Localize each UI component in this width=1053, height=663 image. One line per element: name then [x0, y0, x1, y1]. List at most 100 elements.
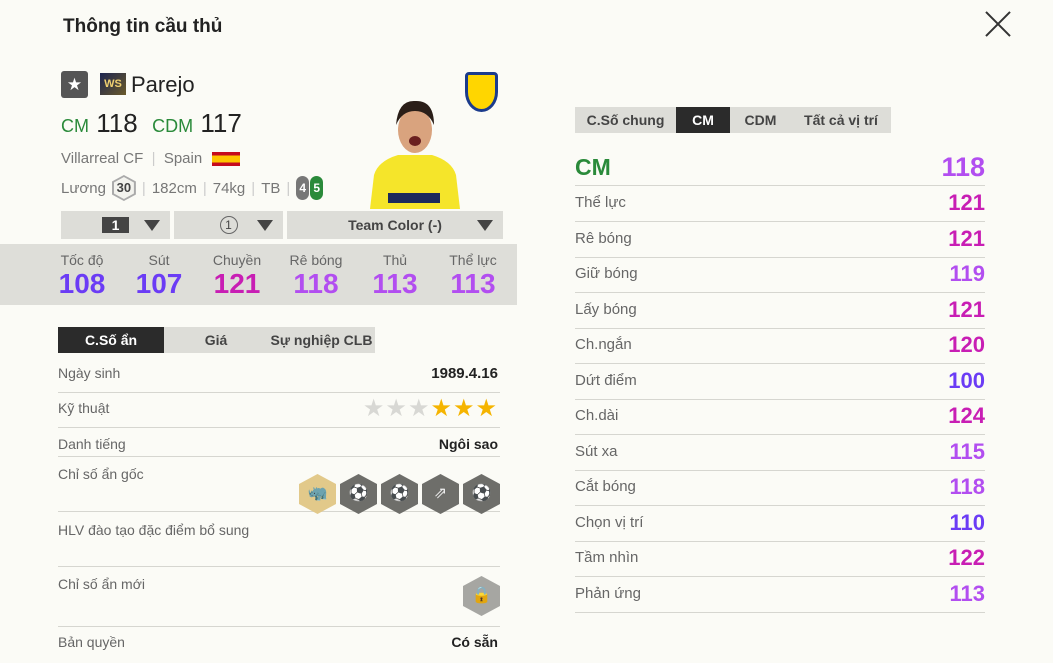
star-icon: ★	[452, 395, 476, 422]
power-header-trait-icon[interactable]: ⚽	[463, 474, 500, 514]
stat-label: Rê bóng	[289, 252, 343, 268]
attribute-value: 122	[948, 545, 985, 570]
chevron-down-icon	[257, 220, 273, 231]
attribute-label: Cắt bóng	[575, 478, 636, 495]
tab-cm[interactable]: CM	[676, 107, 730, 133]
attribute-value: 121	[948, 225, 985, 251]
long-shot-trait-icon[interactable]: ⚽	[381, 474, 418, 514]
rank-dropdown[interactable]: 1	[174, 211, 283, 239]
chevron-down-icon	[477, 220, 493, 231]
position-1-ovr: 118	[96, 108, 138, 138]
lock-icon[interactable]: 🔒	[463, 576, 500, 616]
page-title: Thông tin cầu thủ	[63, 16, 223, 37]
attribute-label: Dứt điểm	[575, 371, 637, 389]
attribute-row: Ch.dài 124	[575, 399, 985, 435]
club-name: Villarreal CF	[61, 150, 144, 167]
stat-label: Tốc độ	[60, 252, 104, 268]
salary-badge: 30	[111, 175, 136, 201]
club-nation: Villarreal CF | Spain	[61, 150, 241, 167]
tab-general[interactable]: C.Số chung	[575, 107, 676, 133]
attribute-value: 124	[948, 403, 985, 428]
star-icon: ★	[407, 395, 431, 422]
attribute-value: 118	[949, 474, 986, 499]
stat-value: 107	[135, 268, 183, 299]
tab-all-positions[interactable]: Tất cả vị trí	[791, 107, 891, 133]
nation-name: Spain	[163, 150, 203, 167]
reputation-row: Danh tiếng Ngôi sao	[58, 436, 500, 457]
stat-1: Sút 107	[119, 252, 199, 300]
strong-foot-icon: 5	[310, 176, 324, 200]
attribute-label: Giữ bóng	[575, 265, 638, 282]
position-ratings: CM 118 CDM 117	[61, 108, 242, 139]
weight: 74kg	[212, 179, 246, 197]
height: 182cm	[151, 179, 197, 197]
stat-4: Thủ 113	[355, 252, 435, 300]
attribute-label: Lấy bóng	[575, 300, 637, 318]
attribute-row: Phản ứng 113	[575, 577, 985, 613]
player-name: Parejo	[131, 72, 195, 97]
stat-3: Rê bóng 118	[276, 252, 356, 300]
attribute-row: Cắt bóng 118	[575, 470, 985, 506]
attribute-row: Tầm nhìn 122	[575, 541, 985, 577]
favorite-star-button[interactable]: ★	[61, 71, 88, 98]
player-photo	[370, 100, 460, 209]
season-badge: WS	[100, 73, 126, 95]
rhino-trait-icon[interactable]: 🦏	[299, 474, 336, 514]
skill-stars: ★★★★★★	[363, 394, 498, 423]
close-icon[interactable]	[984, 10, 1012, 38]
playmaker-trait-icon[interactable]: ⇗	[422, 474, 459, 514]
salary-label: Lương	[61, 179, 106, 197]
attribute-value: 119	[949, 261, 986, 286]
attribute-label: Chọn vị trí	[575, 513, 644, 531]
position-2: CDM	[152, 116, 194, 136]
tab-club-career[interactable]: Sự nghiệp CLB	[268, 327, 375, 353]
stat-label: Thủ	[382, 252, 408, 268]
attribute-value: 110	[949, 509, 986, 535]
attribute-row: Thể lực 121	[575, 186, 985, 222]
attribute-row: Rê bóng 121	[575, 222, 985, 258]
attribute-label: Ch.ngắn	[575, 336, 632, 353]
body-type: TB	[261, 179, 281, 197]
attribute-value: 100	[948, 367, 985, 393]
stat-value: 121	[213, 268, 261, 299]
chevron-down-icon	[144, 220, 160, 231]
curl-shot-trait-icon[interactable]: ⚽	[340, 474, 377, 514]
attribute-label: Tầm nhìn	[575, 549, 639, 566]
left-tabs: C.Số ẩn Giá Sự nghiệp CLB	[58, 327, 375, 353]
attribute-label: Thể lực	[575, 194, 626, 211]
player-physical: Lương 30 | 182cm | 74kg | TB | 4 5	[61, 175, 324, 201]
right-tabs: C.Số chung CM CDM Tất cả vị trí	[575, 107, 891, 133]
position-1: CM	[61, 116, 89, 136]
attribute-value: 120	[948, 332, 985, 357]
club-crest-icon	[465, 72, 498, 112]
tab-cdm[interactable]: CDM	[730, 107, 791, 133]
attribute-row: Ch.ngắn 120	[575, 328, 985, 364]
stat-value: 118	[293, 268, 339, 299]
attribute-label: Ch.dài	[575, 407, 619, 424]
tab-hidden-stats[interactable]: C.Số ẩn	[58, 327, 164, 353]
spain-flag-icon	[212, 152, 241, 167]
star-icon: ★	[362, 395, 386, 422]
skill-row: Kỹ thuật ★★★★★★	[58, 395, 500, 428]
stat-2: Chuyền 121	[197, 252, 277, 300]
attribute-row: Sút xa 115	[575, 435, 985, 471]
traits-row: Chỉ số ẩn gốc 🦏 ⚽ ⚽ ⇗ ⚽	[58, 466, 500, 514]
stat-5: Thể lực 113	[433, 252, 513, 300]
star-icon: ★	[385, 395, 408, 422]
stat-label: Sút	[148, 252, 170, 268]
stat-value: 113	[450, 268, 496, 299]
stat-value: 108	[58, 268, 106, 299]
tab-price[interactable]: Giá	[164, 327, 268, 353]
stat-value: 113	[372, 268, 418, 299]
stat-label: Chuyền	[212, 252, 262, 268]
weak-foot-icon: 4	[296, 176, 310, 200]
attribute-row: Dứt điểm 100	[575, 364, 985, 400]
main-stats-band	[0, 244, 517, 305]
attribute-value: 113	[949, 580, 986, 606]
kit-dropdown[interactable]: Team Color (-)	[287, 211, 503, 239]
level-dropdown[interactable]: 1	[61, 211, 170, 239]
attribute-label: Rê bóng	[575, 229, 632, 247]
license-row: Bản quyền Có sẵn	[58, 634, 498, 650]
stat-0: Tốc độ 108	[42, 252, 122, 300]
position-summary-row: CM 118	[575, 150, 985, 186]
